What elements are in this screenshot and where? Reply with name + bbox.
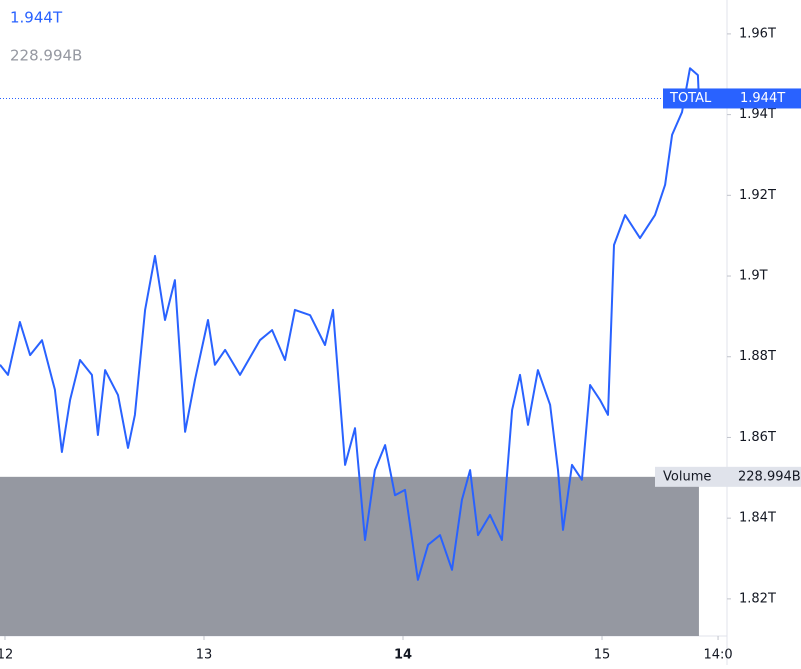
header-volume: 228.994B (10, 47, 82, 65)
y-tick-label: 1.86T (739, 430, 776, 445)
price-line (0, 67, 700, 581)
price-tag (663, 88, 801, 109)
x-tick-label: 14 (394, 648, 412, 663)
x-tick-label: 15 (594, 648, 611, 663)
y-tick-label: 1.84T (739, 511, 776, 526)
x-tick-label: 12 (0, 648, 13, 663)
y-tick-label: 1.92T (739, 188, 776, 203)
y-tick-label: 1.96T (739, 26, 776, 41)
price-tag-value: 1.944T (740, 91, 785, 106)
volume-area (0, 476, 699, 636)
x-tick-label: 13 (196, 648, 213, 663)
header-price: 1.944T (10, 9, 63, 27)
y-tick-label: 1.94T (739, 107, 776, 122)
volume-tag-value: 228.994B (738, 469, 801, 484)
volume-tag-name: Volume (663, 469, 711, 484)
x-tick-label: 14:0 (703, 648, 732, 663)
y-tick-label: 1.88T (739, 349, 776, 364)
y-tick-label: 1.82T (739, 591, 776, 606)
price-tag-name: TOTAL (669, 91, 712, 106)
volume-tag (655, 466, 801, 487)
y-tick-label: 1.9T (739, 269, 768, 284)
